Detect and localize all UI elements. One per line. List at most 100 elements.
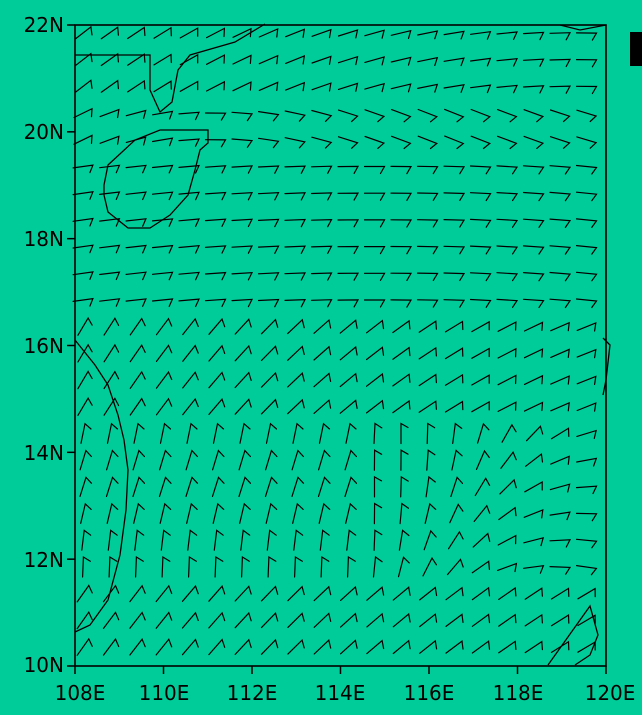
wind-barb: [423, 529, 437, 551]
wind-barb: [181, 584, 199, 602]
wind-barb: [390, 219, 413, 228]
wind-barb: [364, 135, 386, 149]
wind-barb: [310, 218, 333, 228]
wind-barb: [339, 319, 358, 334]
wind-barb: [337, 82, 359, 92]
wind-barb: [257, 272, 280, 281]
wind-barb: [129, 638, 146, 656]
wind-barb: [469, 165, 492, 175]
wind-barb: [186, 502, 198, 524]
wind-barb: [287, 345, 305, 361]
wind-barb: [159, 449, 172, 471]
wind-barb: [81, 529, 92, 551]
wind-barb: [523, 401, 544, 412]
wind-barb: [450, 476, 464, 497]
wind-barb: [363, 192, 386, 201]
wind-barb: [82, 555, 91, 578]
wind-barb: [443, 245, 466, 255]
wind-barb: [471, 613, 491, 627]
wind-barb: [178, 298, 200, 308]
wind-barb: [287, 585, 305, 602]
wind-barb: [443, 57, 465, 67]
wind-barb: [391, 135, 412, 150]
wind-barb: [443, 192, 466, 201]
wind-barb: [260, 318, 279, 335]
wind-barb: [496, 57, 518, 67]
wind-barb: [213, 529, 224, 551]
wind-barb: [550, 427, 570, 440]
wind-barb: [79, 449, 92, 471]
wind-barb: [472, 532, 491, 548]
wind-barb: [310, 245, 333, 254]
wind-barb: [445, 613, 464, 627]
wind-barb: [311, 55, 332, 65]
x-tick-label: 110E: [139, 681, 190, 705]
wind-barb: [285, 55, 306, 65]
wind-barb: [575, 85, 598, 95]
wind-barb: [550, 587, 570, 600]
wind-barb: [257, 165, 280, 174]
wind-barb: [373, 502, 383, 525]
wind-barb: [129, 370, 146, 389]
wind-barb: [234, 371, 252, 389]
wind-barb: [576, 402, 597, 412]
wind-barb: [265, 502, 278, 524]
wind-barb: [133, 502, 145, 524]
wind-barb: [99, 164, 121, 174]
wind-barb: [549, 271, 572, 282]
wind-barb: [575, 485, 598, 495]
wind-barb: [418, 346, 437, 360]
y-tick-label: 20N: [24, 120, 64, 144]
wind-barb: [100, 79, 119, 93]
wind-barb: [284, 245, 307, 254]
wind-barb: [317, 476, 331, 497]
wind-barb: [179, 53, 199, 66]
wind-barb: [284, 298, 307, 308]
wind-barb: [231, 165, 254, 174]
wind-barb: [72, 164, 94, 174]
y-axis-labels: 22N 20N 18N 16N 14N 12N 10N: [24, 13, 64, 677]
wind-barb: [524, 640, 543, 654]
wind-barb: [311, 82, 332, 92]
wind-barb: [443, 84, 465, 93]
wind-barb: [400, 449, 409, 471]
wind-barb: [310, 192, 333, 201]
wind-barb: [549, 109, 571, 123]
wind-barb: [344, 449, 357, 471]
wind-barb: [313, 639, 332, 655]
wind-barb: [523, 348, 544, 359]
x-tick-label: 120E: [585, 681, 636, 705]
wind-barb: [577, 614, 596, 627]
wind-barb: [212, 449, 225, 471]
wind-barb: [155, 638, 173, 656]
wind-barb: [212, 502, 225, 524]
wind-barb: [390, 272, 413, 281]
wind-barb: [443, 165, 466, 175]
wind-barb: [522, 165, 545, 175]
wind-barb: [337, 165, 360, 174]
wind-barb: [125, 136, 147, 146]
wind-barb: [257, 218, 280, 228]
wind-barb: [549, 136, 571, 149]
wind-barb: [74, 79, 93, 94]
wind-barb: [204, 112, 227, 121]
wind-barb: [206, 27, 226, 39]
wind-barb: [366, 346, 385, 361]
wind-barb: [284, 165, 307, 174]
wind-barb: [524, 613, 543, 627]
wind-barb: [523, 135, 545, 149]
wind-barb: [363, 272, 386, 281]
wind-barb: [232, 81, 252, 92]
wind-barb: [576, 375, 597, 385]
wind-barb: [576, 565, 598, 576]
wind-barb: [152, 110, 174, 120]
wind-barb: [445, 639, 464, 654]
wind-barb: [258, 111, 280, 122]
wind-barb: [497, 347, 517, 359]
wind-barb: [72, 271, 94, 280]
wind-barb: [397, 556, 410, 578]
wind-barb: [260, 638, 279, 655]
wind-barb: [469, 298, 492, 308]
wind-barb: [550, 348, 570, 358]
wind-barb: [575, 512, 598, 522]
